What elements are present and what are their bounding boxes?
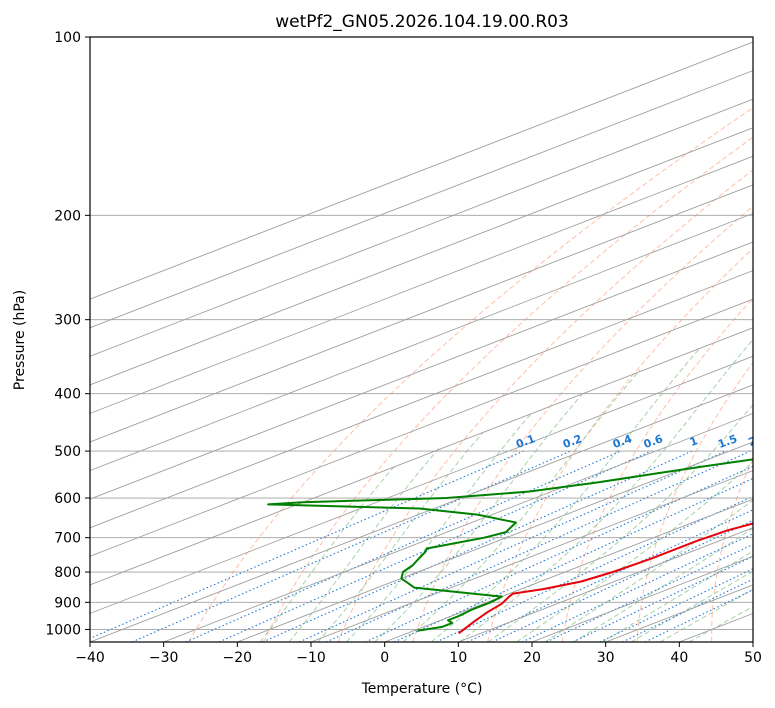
dry-adiabat <box>487 247 753 642</box>
isotherm <box>90 127 753 386</box>
y-axis: 1000 900 800 700 600 500 400 300 200 100 <box>45 30 90 638</box>
x-tick-label: 40 <box>670 650 688 666</box>
dry-adiabat <box>188 107 753 642</box>
isotherms <box>90 41 753 642</box>
y-tick-label: 900 <box>54 595 81 611</box>
y-tick-label: 700 <box>54 531 81 547</box>
isotherm <box>90 98 753 357</box>
dry-adiabat <box>561 297 753 642</box>
moist-adiabat <box>317 432 484 642</box>
mixing-ratio-line <box>90 450 524 640</box>
dry-adiabat <box>263 136 753 642</box>
mixing-ratio-label: 0.2 <box>561 432 584 451</box>
isotherm <box>90 155 753 414</box>
moist-adiabat <box>659 588 753 642</box>
isotherm <box>90 384 753 642</box>
isotherm <box>90 70 753 329</box>
y-tick-label: 400 <box>54 387 81 403</box>
plot-area: -100-90-80-70-60-50-40-30-20-10010203040… <box>90 37 759 642</box>
plot-frame <box>89 36 754 643</box>
y-tick-label: 300 <box>54 313 81 329</box>
isotherm <box>90 184 753 443</box>
isotherm <box>458 527 753 642</box>
mixing-ratio-label: 1 <box>688 434 700 449</box>
mixing-ratio-line <box>325 450 751 642</box>
dry-adiabats <box>188 107 753 642</box>
moist-adiabat <box>630 570 753 642</box>
temperature-profile-line <box>458 522 753 635</box>
isotherm <box>90 212 753 472</box>
dewpoint-profile-line <box>267 458 753 632</box>
moist-adiabat <box>602 550 753 642</box>
x-tick-label: −40 <box>75 650 105 666</box>
mixing-ratio-label: 1.5 <box>716 432 739 451</box>
chart-title: wetPf2_GN05.2026.104.19.00.R03 <box>275 12 569 32</box>
mixing-ratio-label: 0.6 <box>642 432 665 451</box>
y-tick-label: 100 <box>54 30 81 46</box>
mixing-ratio-label: 0.1 <box>514 432 537 451</box>
y-tick-label: 1000 <box>45 622 81 638</box>
profile-series <box>267 458 753 635</box>
mixing-ratio-line <box>436 495 753 642</box>
dry-adiabat <box>412 205 753 642</box>
isotherm <box>90 270 753 529</box>
isotherm <box>90 241 753 500</box>
x-tick-label: 50 <box>744 650 762 666</box>
mixing-ratio-line <box>298 450 726 642</box>
x-axis-label: Temperature (°C) <box>361 681 483 697</box>
moist-adiabat <box>487 403 753 642</box>
isotherm <box>237 441 753 642</box>
x-tick-label: 20 <box>523 650 541 666</box>
moist-adiabat <box>374 393 583 642</box>
x-tick-label: −10 <box>296 650 326 666</box>
moist-adiabat <box>345 411 533 642</box>
dry-adiabat <box>337 169 753 642</box>
in-plot-labels: -100-90-80-70-60-50-40-30-20-10010203040… <box>514 432 759 451</box>
x-tick-label: 0 <box>380 650 389 666</box>
x-tick-label: −20 <box>223 650 253 666</box>
y-tick-label: 200 <box>54 208 81 224</box>
x-tick-label: −30 <box>149 650 179 666</box>
mixing-ratio-line <box>218 450 652 642</box>
isotherm <box>163 412 753 642</box>
x-axis: −40 −30 −20 −10 0 10 20 30 40 50 <box>75 642 762 666</box>
x-tick-label: 10 <box>449 650 467 666</box>
isotherm <box>310 470 753 642</box>
x-tick-label: 30 <box>597 650 615 666</box>
isotherm <box>90 327 753 586</box>
y-tick-label: 500 <box>54 444 81 460</box>
isotherm <box>90 355 753 614</box>
mixing-ratio-label: 0.4 <box>611 432 634 451</box>
moist-adiabat <box>402 369 641 642</box>
moist-adiabat <box>459 338 753 642</box>
pressure-gridlines <box>90 37 753 630</box>
y-axis-label: Pressure (hPa) <box>12 290 28 390</box>
mixing-ratio-label: 2 <box>747 434 759 449</box>
y-tick-label: 600 <box>54 491 81 507</box>
isotherm <box>90 298 753 557</box>
y-tick-label: 800 <box>54 565 81 581</box>
isotherm <box>384 498 753 642</box>
isotherm <box>90 41 753 300</box>
moist-adiabat <box>259 465 395 642</box>
